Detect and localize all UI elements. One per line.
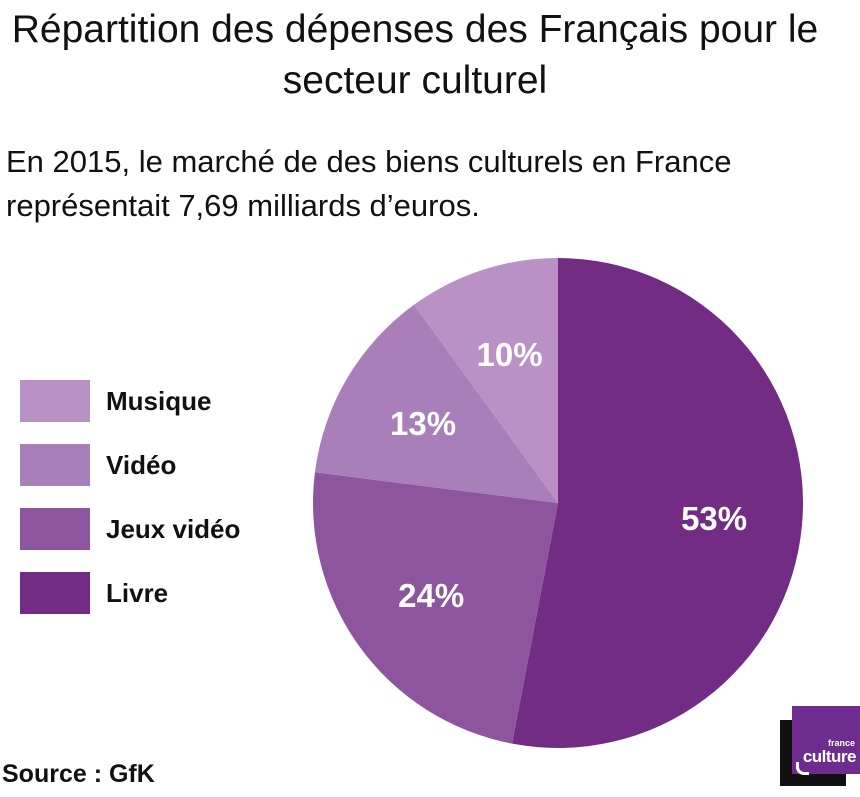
legend-label-livre: Livre	[106, 577, 169, 608]
legend: Musique Vidéo Jeux vidéo Livre	[20, 380, 240, 636]
logo-text-small: france	[827, 738, 855, 748]
pie-slice-vid-o	[314, 304, 558, 503]
legend-item-video: Vidéo	[20, 444, 240, 486]
logo-mark-icon	[796, 762, 809, 775]
legend-label-jeux-video: Jeux vidéo	[106, 513, 241, 544]
chart-title: Répartition des dépenses des Français po…	[11, 8, 819, 102]
pie-slice-livre	[512, 258, 804, 748]
legend-swatch-musique	[20, 380, 90, 422]
pie-chart: 53% 24% 13% 10%	[313, 258, 804, 748]
legend-swatch-video	[20, 444, 90, 486]
logo-text-big: culture	[802, 747, 857, 766]
pie-slice-musique	[413, 258, 558, 503]
source-note: Source : GfK	[2, 760, 155, 788]
pie-label-jeux-vid-o: 24%	[398, 577, 464, 614]
pie-label-vid-o: 13%	[390, 405, 456, 442]
legend-swatch-jeux-video	[20, 508, 90, 550]
legend-item-jeux-video: Jeux vidéo	[20, 508, 240, 550]
pie-label-musique: 10%	[477, 336, 543, 373]
logo-front-box: france culture	[792, 706, 860, 775]
legend-label-video: Vidéo	[106, 449, 177, 480]
pie-label-livre: 53%	[681, 500, 747, 537]
france-culture-logo: france culture	[780, 706, 860, 790]
legend-label-musique: Musique	[106, 385, 212, 416]
pie-slice-jeux-vid-o	[313, 472, 558, 744]
legend-swatch-livre	[20, 572, 90, 614]
legend-item-livre: Livre	[20, 572, 240, 614]
chart-subtitle: En 2015, le marché de des biens culturel…	[6, 144, 732, 223]
legend-item-musique: Musique	[20, 380, 240, 422]
